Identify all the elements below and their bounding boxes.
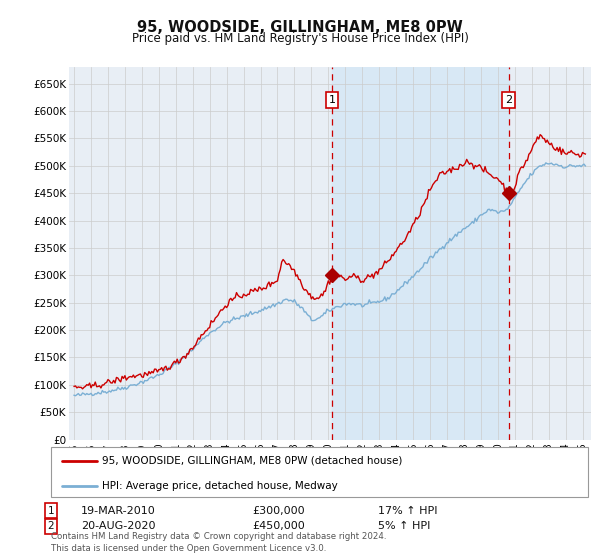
Text: 5% ↑ HPI: 5% ↑ HPI [378,521,430,531]
Text: 1: 1 [47,506,55,516]
Text: £300,000: £300,000 [252,506,305,516]
Text: 2: 2 [505,95,512,105]
Text: HPI: Average price, detached house, Medway: HPI: Average price, detached house, Medw… [102,481,338,491]
Text: 95, WOODSIDE, GILLINGHAM, ME8 0PW: 95, WOODSIDE, GILLINGHAM, ME8 0PW [137,20,463,35]
Text: 17% ↑ HPI: 17% ↑ HPI [378,506,437,516]
Text: 20-AUG-2020: 20-AUG-2020 [81,521,155,531]
Text: 2: 2 [47,521,55,531]
Text: Contains HM Land Registry data © Crown copyright and database right 2024.
This d: Contains HM Land Registry data © Crown c… [51,532,386,553]
Text: 1: 1 [328,95,335,105]
Text: £450,000: £450,000 [252,521,305,531]
Text: 19-MAR-2010: 19-MAR-2010 [81,506,156,516]
Text: 95, WOODSIDE, GILLINGHAM, ME8 0PW (detached house): 95, WOODSIDE, GILLINGHAM, ME8 0PW (detac… [102,456,403,466]
Text: Price paid vs. HM Land Registry's House Price Index (HPI): Price paid vs. HM Land Registry's House … [131,32,469,45]
Bar [332,67,509,440]
FancyBboxPatch shape [51,447,588,497]
